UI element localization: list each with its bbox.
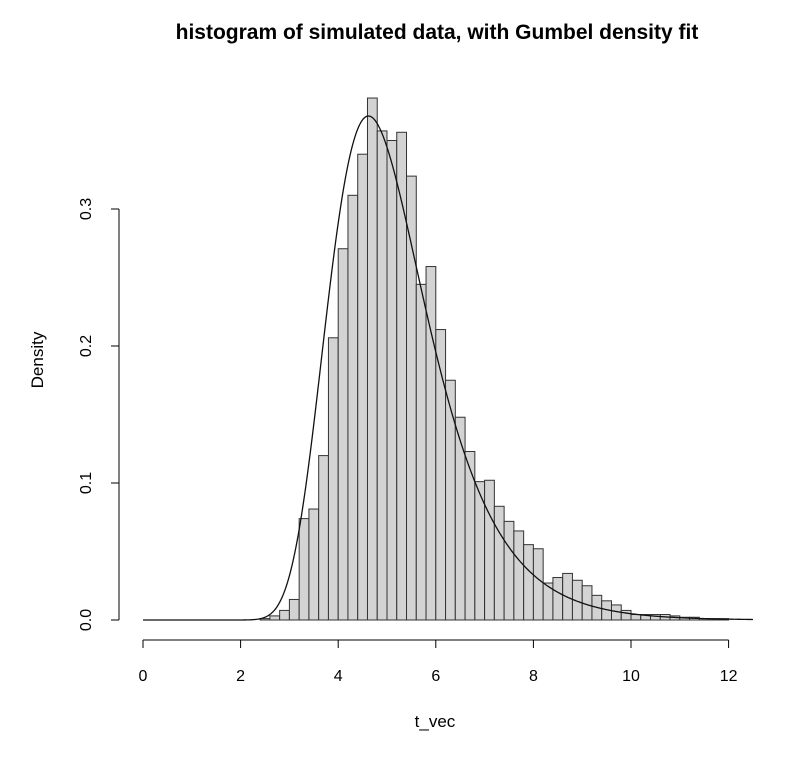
y-tick-label: 0.3 xyxy=(78,198,95,220)
x-axis: 0 2 4 6 8 10 12 xyxy=(139,639,738,685)
histogram-bar xyxy=(445,379,456,621)
histogram-bar xyxy=(513,530,525,621)
y-tick-label: 0.2 xyxy=(78,335,95,357)
histogram-bar xyxy=(415,283,427,621)
histogram-bar xyxy=(279,609,290,621)
histogram-bar xyxy=(552,577,564,621)
x-tick-label: 10 xyxy=(622,668,640,685)
histogram-bar xyxy=(484,479,495,621)
gumbel-density-curve xyxy=(143,115,754,621)
histogram-bar xyxy=(288,598,300,621)
y-axis-label: Density xyxy=(28,331,47,388)
x-tick-label: 4 xyxy=(334,668,343,685)
y-axis: 0.0 0.1 0.2 0.3 xyxy=(78,198,120,631)
histogram-bar xyxy=(532,548,544,621)
histogram-bar xyxy=(298,518,310,621)
histogram-bar xyxy=(396,131,408,621)
x-tick-label: 2 xyxy=(236,668,245,685)
histogram-bar xyxy=(269,615,281,621)
histogram-bar xyxy=(347,194,359,621)
histogram-bar xyxy=(454,416,466,621)
histogram-bar xyxy=(318,455,329,621)
histogram-bars xyxy=(259,97,730,621)
y-tick-label: 0.1 xyxy=(78,472,95,494)
histogram-bar xyxy=(523,544,534,621)
histogram-bar xyxy=(503,520,515,621)
x-tick-label: 6 xyxy=(431,668,440,685)
histogram-bar xyxy=(357,153,368,621)
histogram-bar xyxy=(493,505,505,621)
histogram-bar xyxy=(327,337,339,621)
histogram-bar xyxy=(337,248,349,621)
x-tick-label: 8 xyxy=(529,668,538,685)
x-tick-label: 12 xyxy=(720,668,738,685)
x-tick-label: 0 xyxy=(139,668,148,685)
histogram-bar xyxy=(308,508,320,621)
histogram-bar xyxy=(366,97,378,621)
histogram-bar xyxy=(376,130,388,621)
histogram-bar xyxy=(620,609,632,621)
chart-title: histogram of simulated data, with Gumbel… xyxy=(176,21,699,44)
histogram-bar xyxy=(386,140,398,621)
x-axis-label: t_vec xyxy=(415,712,456,731)
y-tick-label: 0.0 xyxy=(78,609,95,631)
